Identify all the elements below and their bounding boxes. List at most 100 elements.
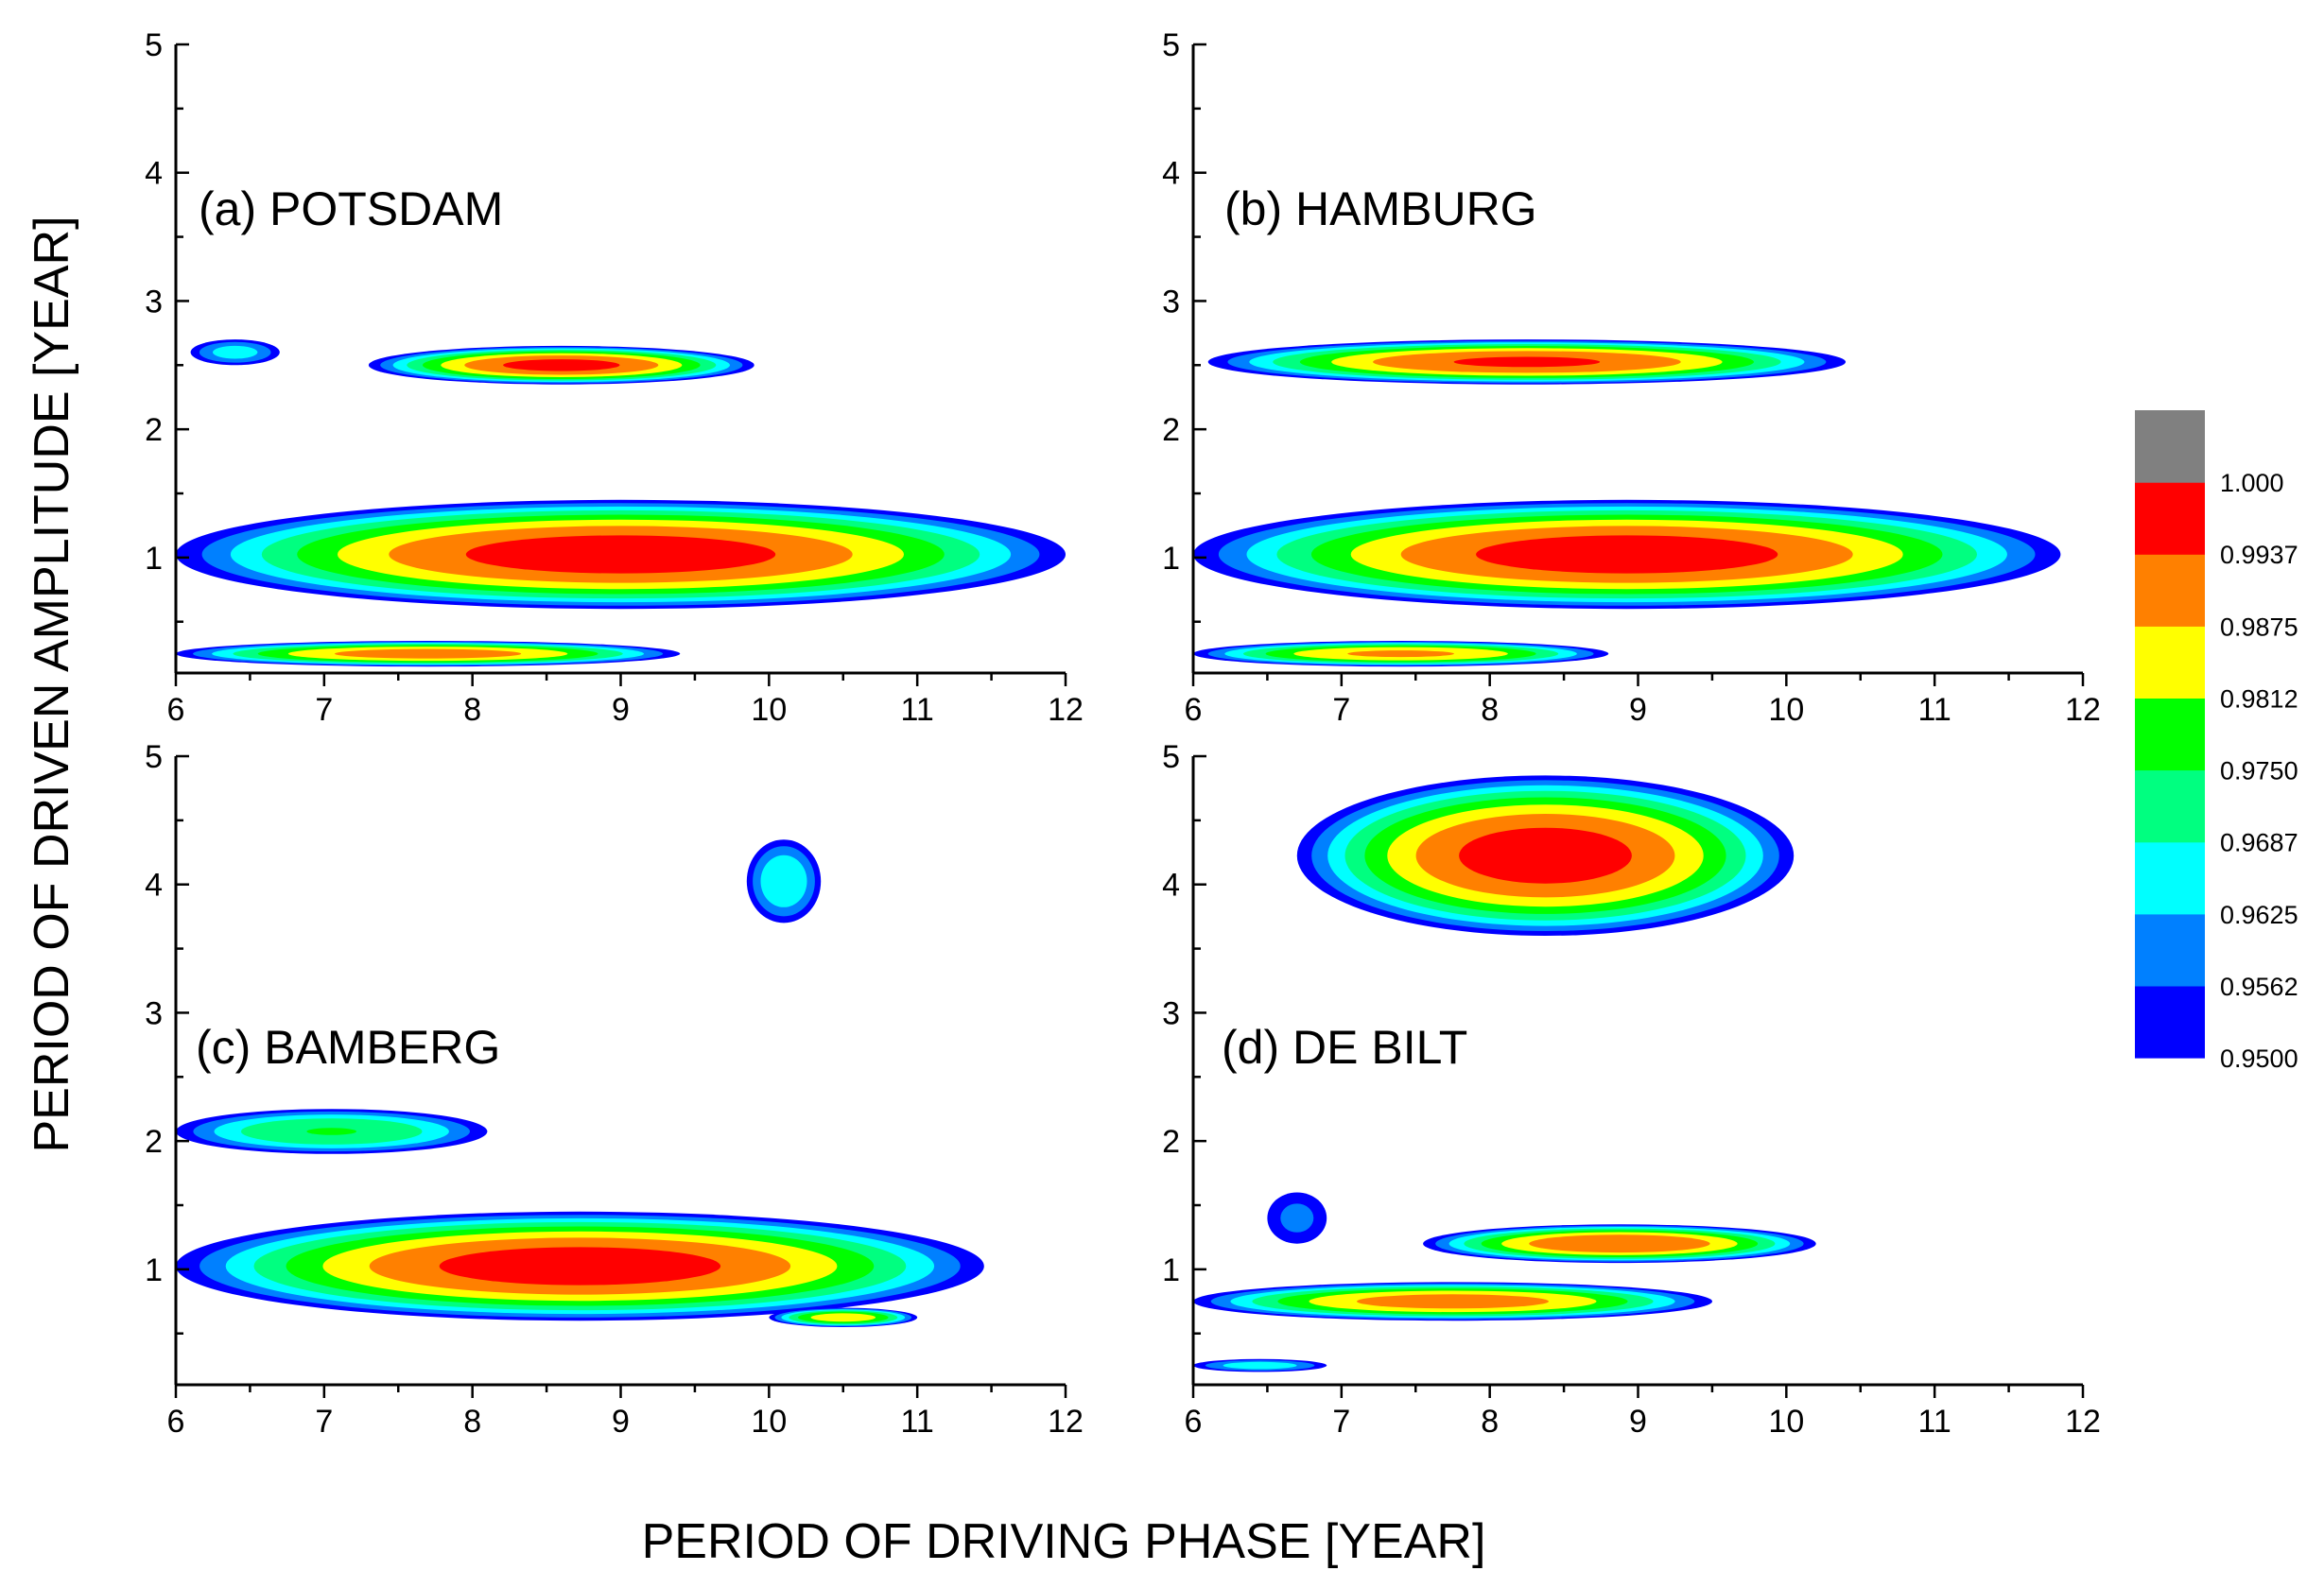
contour-de-bilt-region3-level-0_9875 [1529,1234,1710,1253]
y-tick-label-bamberg-2: 3 [145,995,163,1031]
colorbar-swatch-1 [2135,913,2205,987]
contour-potsdam-region2-level-0_9937 [503,359,620,371]
colorbar-swatch-8 [2135,410,2205,483]
x-tick-label-bamberg-4: 10 [751,1404,787,1440]
x-tick-label-de-bilt-5: 11 [1918,1404,1951,1440]
colorbar-swatch-3 [2135,769,2205,843]
contour-bamberg-region4-level-0_9812 [810,1313,876,1322]
colorbar-label-7: 0.9937 [2220,541,2298,569]
contour-bamberg-region3-level-0_9937 [439,1247,721,1286]
x-tick-label-de-bilt-3: 9 [1629,1404,1647,1440]
y-tick-label-potsdam-4: 5 [145,27,163,63]
panel-de-bilt-title: (d) DE BILT [1222,1021,1467,1074]
x-tick-label-de-bilt-0: 6 [1185,1404,1203,1440]
colorbar-label-0: 0.9500 [2220,1044,2298,1073]
x-tick-label-bamberg-5: 11 [901,1404,934,1440]
contour-hamburg-region1-level-0_9937 [1453,356,1601,368]
x-tick-label-de-bilt-1: 7 [1332,1404,1350,1440]
contour-bamberg-region1-level-0_9750 [306,1128,357,1135]
colorbar-label-4: 0.9750 [2220,757,2298,785]
x-tick-label-bamberg-6: 12 [1048,1404,1084,1440]
panel-de-bilt-contours [1193,775,1816,1372]
x-tick-label-hamburg-3: 9 [1629,692,1647,728]
y-axis-title: PERIOD OF DRIVEN AMPLITUDE [YEAR] [25,216,79,1152]
contour-de-bilt-region5-level-0_9625 [1223,1361,1297,1370]
contour-potsdam-region4-level-0_9875 [335,648,522,659]
x-tick-label-hamburg-4: 10 [1768,692,1804,728]
y-tick-label-bamberg-0: 1 [145,1252,163,1288]
panel-bamberg-contours [176,839,984,1328]
x-tick-label-de-bilt-4: 10 [1768,1404,1804,1440]
contour-potsdam-region1-level-0_9625 [213,345,258,359]
colorbar: 0.9500 0.9562 0.9625 0.9687 0.9750 0.9812 0.98… [2135,410,2298,1073]
y-tick-label-de-bilt-3: 4 [1162,868,1180,904]
colorbar-swatch-5 [2135,626,2205,699]
x-tick-label-potsdam-5: 11 [901,692,934,728]
colorbar-swatch-2 [2135,841,2205,915]
y-tick-label-de-bilt-2: 3 [1162,995,1180,1031]
y-tick-label-hamburg-4: 5 [1162,27,1180,63]
y-tick-label-bamberg-1: 2 [145,1124,163,1160]
contour-hamburg-region3-level-0_9875 [1347,650,1454,658]
colorbar-swatch-0 [2135,985,2205,1059]
colorbar-label-6: 0.9875 [2220,613,2298,641]
x-tick-label-potsdam-1: 7 [315,692,333,728]
panel-bamberg-title: (c) BAMBERG [196,1021,500,1074]
x-tick-label-potsdam-0: 6 [167,692,185,728]
y-tick-label-bamberg-4: 5 [145,739,163,775]
y-tick-label-de-bilt-1: 2 [1162,1124,1180,1160]
x-tick-label-de-bilt-6: 12 [2065,1404,2101,1440]
x-tick-label-hamburg-2: 8 [1481,692,1499,728]
y-tick-label-hamburg-0: 1 [1162,541,1180,577]
x-tick-label-bamberg-0: 6 [167,1404,185,1440]
y-tick-label-hamburg-1: 2 [1162,412,1180,448]
x-tick-label-potsdam-3: 9 [612,692,630,728]
contour-de-bilt-region4-level-0_9875 [1357,1294,1549,1309]
contour-bamberg-region2-level-0_9625 [760,854,807,907]
colorbar-label-8: 1.000 [2220,469,2284,497]
colorbar-swatch-7 [2135,482,2205,555]
x-tick-label-hamburg-5: 11 [1918,692,1951,728]
colorbar-swatch-4 [2135,698,2205,771]
colorbar-swatch-6 [2135,554,2205,627]
x-tick-label-potsdam-6: 12 [1048,692,1084,728]
y-tick-label-de-bilt-4: 5 [1162,739,1180,775]
colorbar-label-5: 0.9812 [2220,684,2298,713]
contour-hamburg-region2-level-0_9937 [1476,535,1778,574]
panel-hamburg-title: (b) HAMBURG [1224,182,1537,235]
x-tick-label-potsdam-4: 10 [751,692,787,728]
contour-de-bilt-region2-level-0_9562 [1280,1203,1314,1233]
x-tick-label-de-bilt-2: 8 [1481,1404,1499,1440]
y-tick-label-hamburg-3: 4 [1162,156,1180,192]
panel-potsdam-title: (a) POTSDAM [199,182,503,235]
x-tick-label-bamberg-3: 9 [612,1404,630,1440]
y-tick-label-potsdam-2: 3 [145,284,163,319]
x-tick-label-potsdam-2: 8 [463,692,481,728]
y-tick-label-de-bilt-0: 1 [1162,1252,1180,1288]
panel-hamburg-contours [1193,339,2061,667]
contour-de-bilt-region1-level-0_9937 [1459,827,1632,884]
y-tick-label-bamberg-3: 4 [145,868,163,904]
y-tick-label-hamburg-2: 3 [1162,284,1180,319]
y-tick-label-potsdam-3: 4 [145,156,163,192]
panel-potsdam-contours [176,339,1066,667]
y-tick-label-potsdam-1: 2 [145,412,163,448]
contour-potsdam-region3-level-0_9937 [465,535,776,574]
colorbar-label-1: 0.9562 [2220,973,2298,1001]
x-tick-label-hamburg-0: 6 [1185,692,1203,728]
colorbar-label-2: 0.9625 [2220,901,2298,929]
x-tick-label-bamberg-2: 8 [463,1404,481,1440]
x-axis-title: PERIOD OF DRIVING PHASE [YEAR] [642,1514,1486,1569]
y-tick-label-potsdam-0: 1 [145,541,163,577]
x-tick-label-hamburg-1: 7 [1332,692,1350,728]
x-tick-label-hamburg-6: 12 [2065,692,2101,728]
